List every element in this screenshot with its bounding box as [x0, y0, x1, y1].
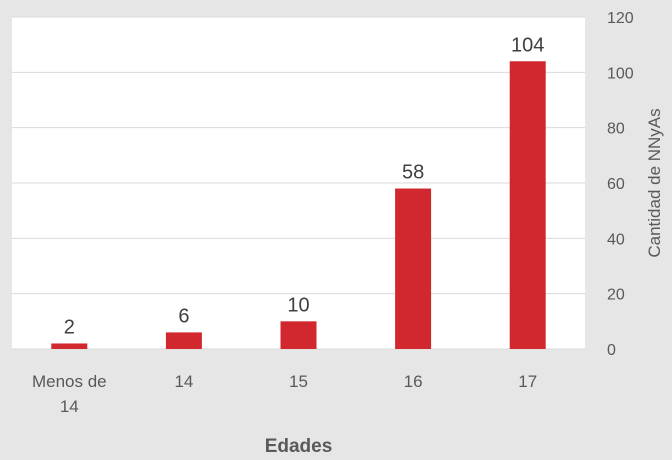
- y-tick-label: 120: [607, 10, 634, 27]
- data-label: 58: [402, 162, 424, 184]
- y-tick-label: 80: [607, 121, 625, 138]
- y-tick-label: 60: [607, 176, 625, 193]
- data-label: 10: [287, 294, 309, 316]
- x-axis-categories: Menos de 14 14 15 16 17: [32, 372, 537, 416]
- data-label: 104: [511, 34, 544, 56]
- data-labels: 2 6 10 58 104: [64, 34, 545, 338]
- bar: [280, 321, 317, 349]
- bar: [51, 343, 88, 349]
- y-tick-label: 0: [607, 342, 616, 359]
- x-category-label: 16: [404, 372, 423, 391]
- x-category-label: 14: [174, 372, 193, 391]
- bar: [165, 332, 202, 349]
- gridlines: [12, 16, 585, 350]
- bar: [395, 188, 432, 349]
- x-category-label: 17: [518, 372, 537, 391]
- bar: [509, 61, 546, 350]
- y-axis-title: Cantidad de NNyAs: [645, 108, 664, 257]
- data-label: 6: [178, 305, 189, 327]
- bars: [51, 61, 546, 350]
- x-category-label: Menos de: [32, 372, 107, 391]
- y-axis-ticks: 0 20 40 60 80 100 120: [607, 10, 634, 359]
- y-tick-label: 20: [607, 287, 625, 304]
- data-label: 2: [64, 316, 75, 338]
- x-axis-title: Edades: [265, 436, 333, 457]
- x-category-label: 15: [289, 372, 308, 391]
- x-category-label: 14: [60, 397, 79, 416]
- y-tick-label: 40: [607, 231, 625, 248]
- y-tick-label: 100: [607, 65, 634, 82]
